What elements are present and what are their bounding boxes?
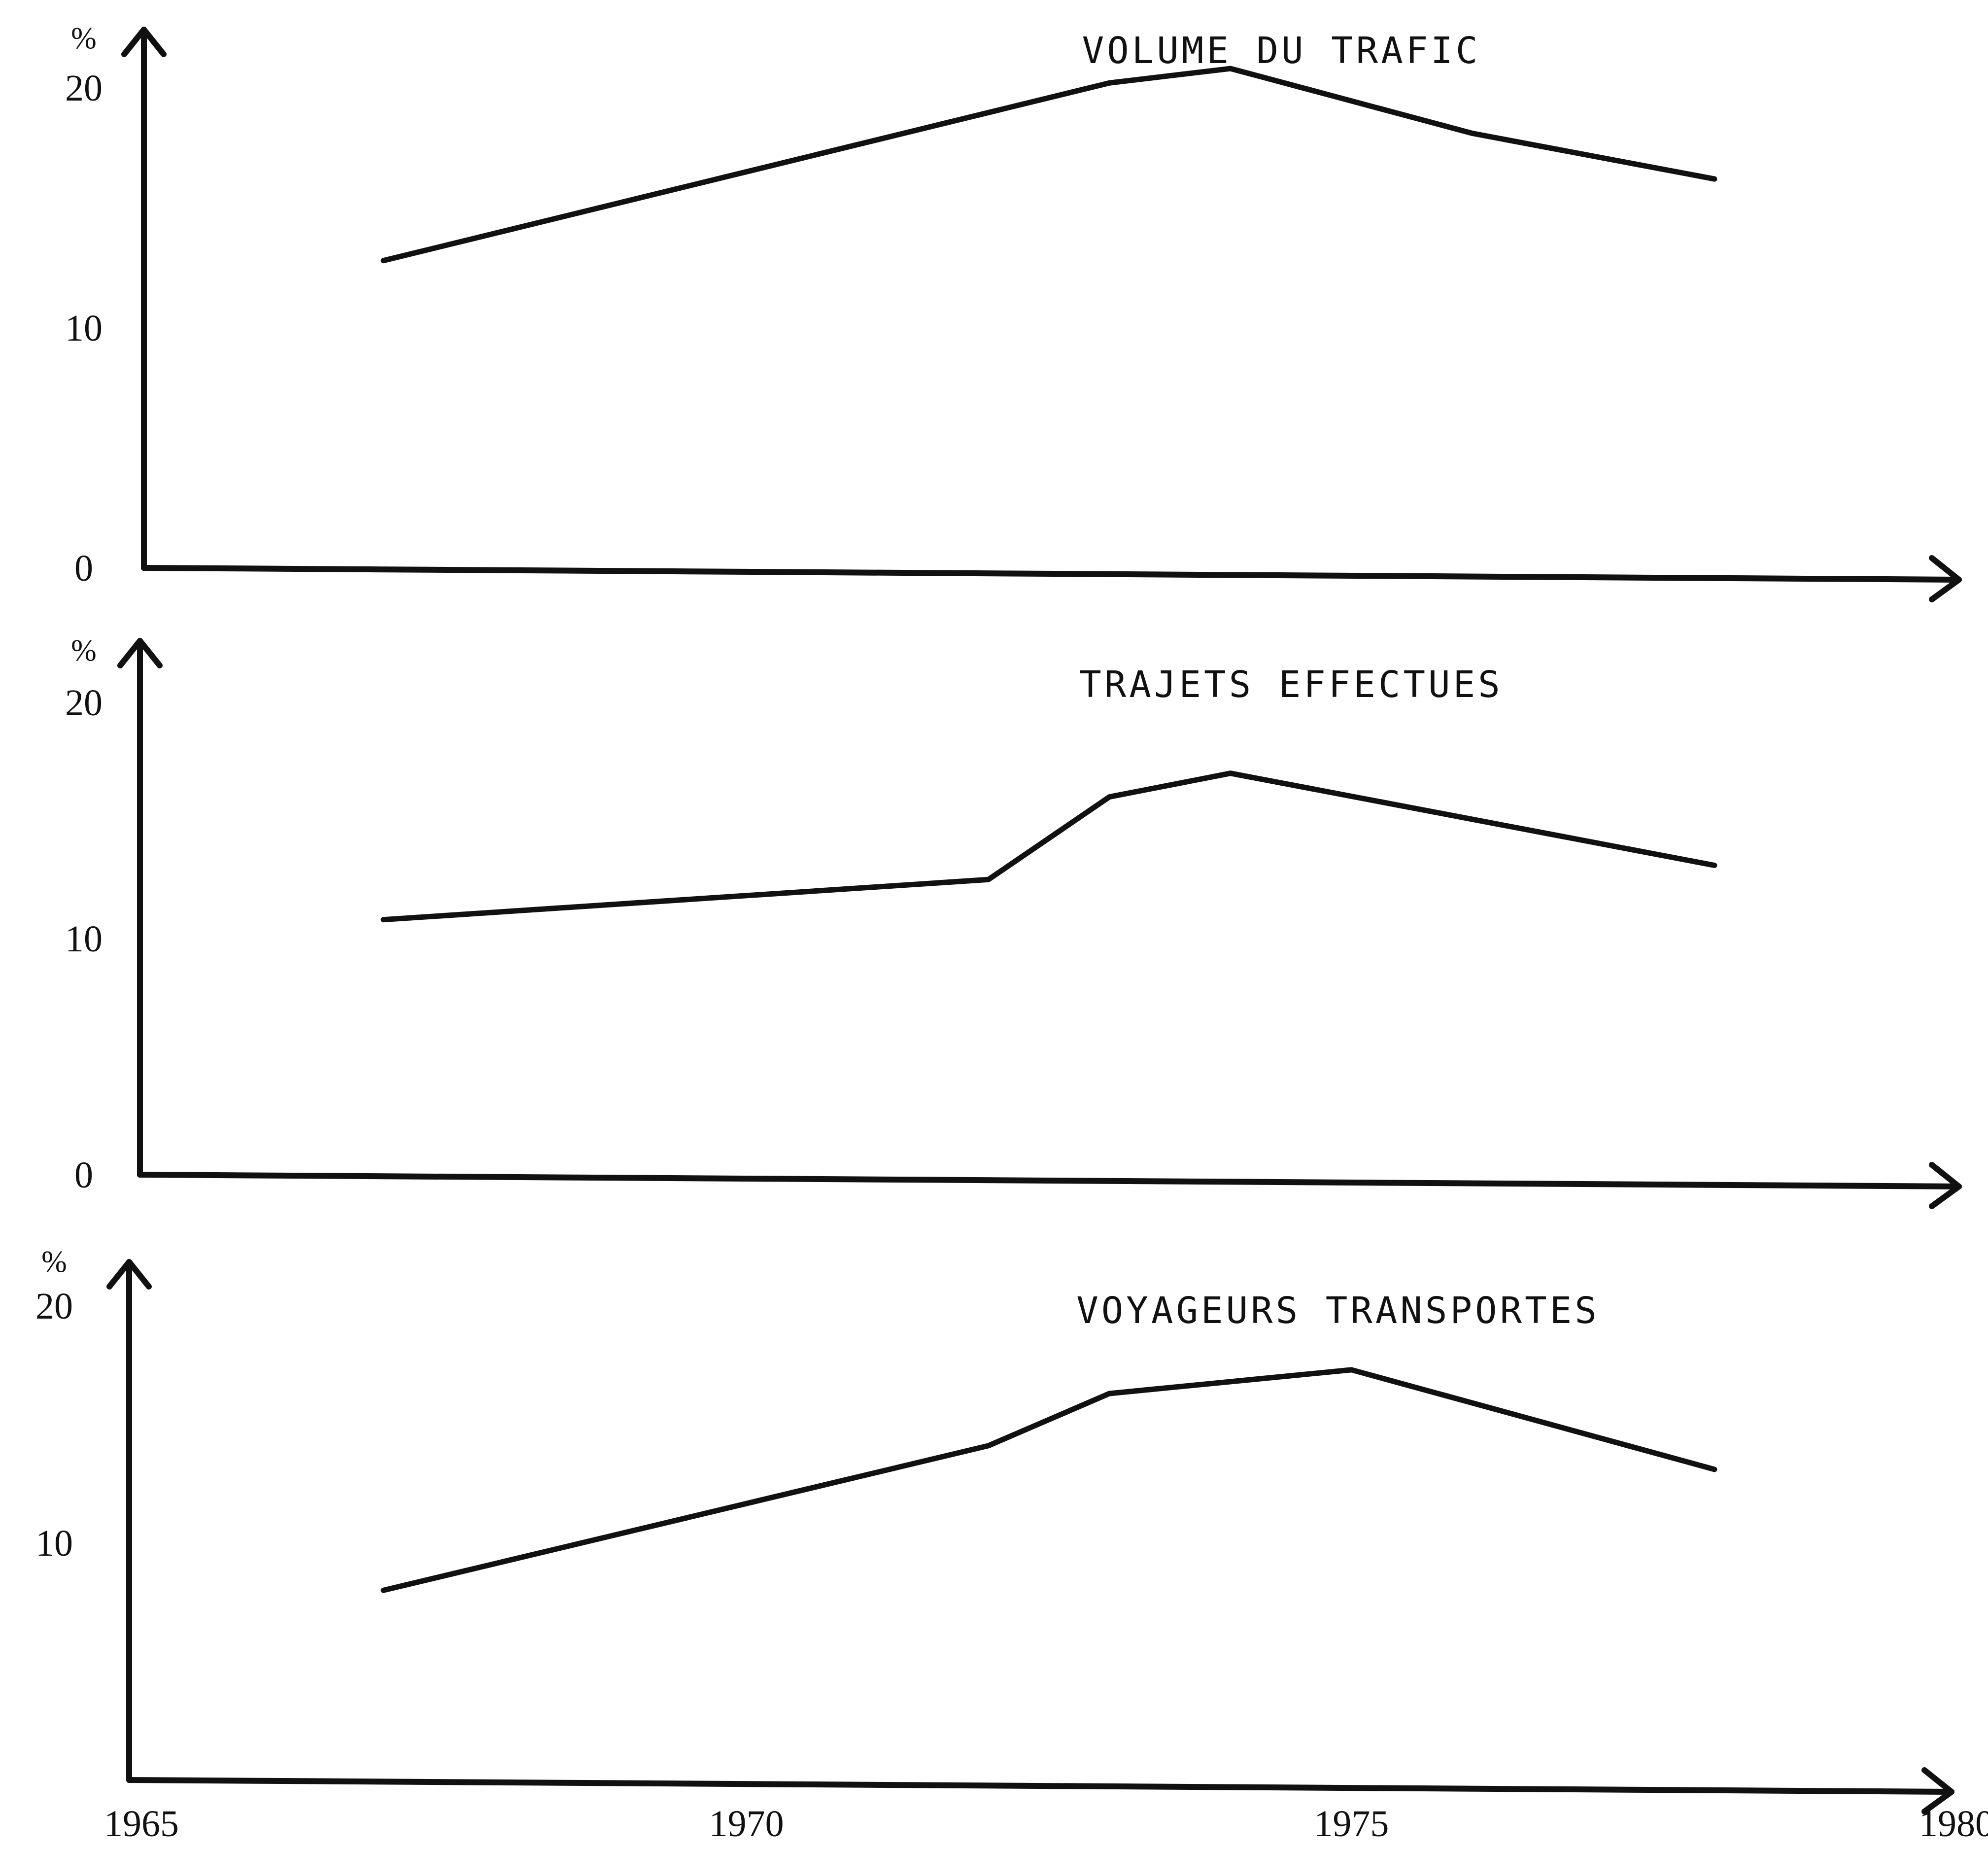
y-tick-label-20: 20 bbox=[65, 682, 103, 724]
y-axis-arrowhead bbox=[121, 27, 167, 57]
y-tick-label-20: 20 bbox=[35, 1286, 73, 1327]
y-axis-unit-label: % bbox=[71, 634, 97, 667]
x-axis-arrowhead bbox=[1929, 555, 1962, 602]
y-tick-label-10: 10 bbox=[35, 1523, 73, 1564]
y-tick-label-0: 0 bbox=[74, 548, 93, 589]
y-tick-label-10: 10 bbox=[65, 918, 103, 960]
x-axis-arrowhead bbox=[1921, 1767, 1954, 1814]
y-tick-label-10: 10 bbox=[65, 308, 103, 349]
chart-title: VOLUME DU TRAFIC bbox=[1082, 30, 1481, 72]
chart-panel-1: VOLUME DU TRAFIC% 0 10 20 bbox=[65, 22, 1962, 602]
y-tick-label-0: 0 bbox=[74, 1154, 93, 1196]
x-axis bbox=[141, 565, 1962, 583]
x-axis bbox=[137, 1172, 1962, 1189]
y-axis-arrowhead bbox=[106, 1259, 152, 1290]
x-axis-arrowhead bbox=[1929, 1162, 1962, 1209]
x-tick-label-1970: 1970 bbox=[709, 1803, 784, 1845]
chart-panel-2: TRAJETS EFFECTUES% 0 10 20 bbox=[65, 634, 1962, 1209]
y-axis-unit-label: % bbox=[41, 1245, 67, 1279]
x-tick-label-1975: 1975 bbox=[1314, 1803, 1389, 1845]
series-line-1 bbox=[380, 1367, 1717, 1593]
x-tick-label-1965: 1965 bbox=[104, 1803, 179, 1845]
x-axis bbox=[126, 1777, 1954, 1795]
chart-title: TRAJETS EFFECTUES bbox=[1079, 663, 1503, 706]
y-axis-arrowhead bbox=[117, 638, 163, 668]
y-tick-label-20: 20 bbox=[65, 68, 103, 109]
x-tick-label-1980: 1980 bbox=[1919, 1803, 1988, 1845]
chart-title: VOYAGEURS TRANSPORTES bbox=[1076, 1290, 1600, 1332]
series-line-1 bbox=[380, 770, 1717, 923]
y-axis-unit-label: % bbox=[71, 22, 97, 55]
chart-panel-3: VOYAGEURS TRANSPORTES% 10 20 1965 1970 1975 19… bbox=[35, 1245, 1988, 1845]
series-line-1 bbox=[380, 66, 1717, 264]
